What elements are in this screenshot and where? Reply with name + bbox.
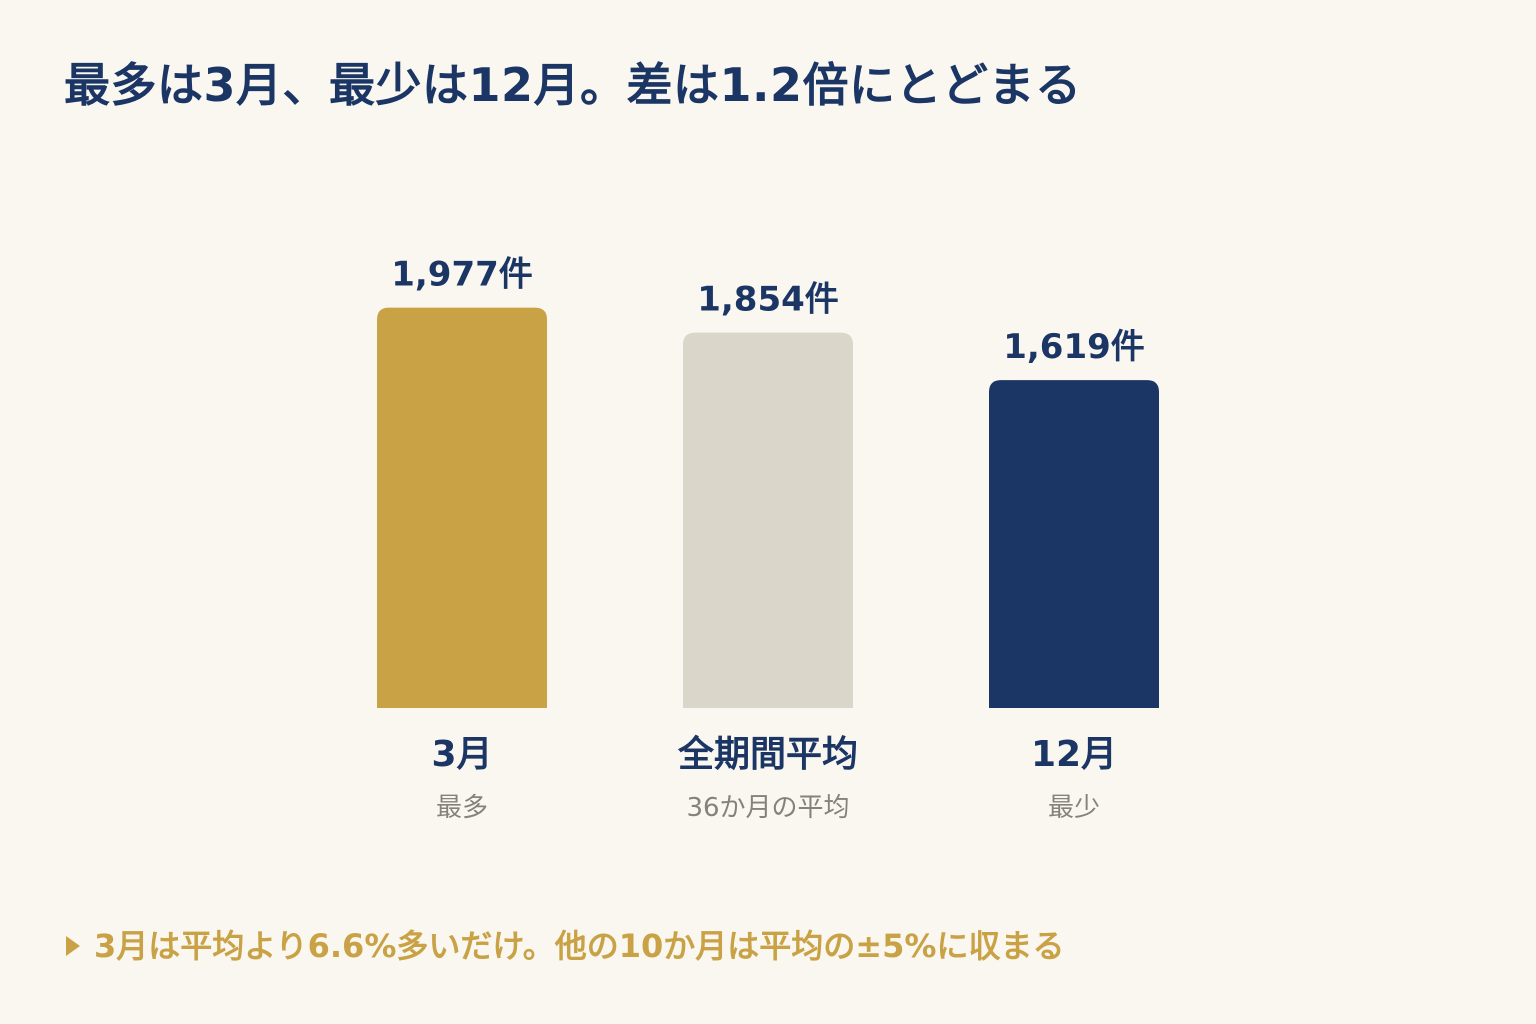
bar-0 <box>377 307 547 708</box>
category-label-0: 3月 <box>431 734 492 775</box>
value-label-2: 1,619件 <box>1003 327 1145 367</box>
category-sublabel-0: 最多 <box>436 793 488 823</box>
bar-1 <box>683 332 853 708</box>
chart-title: 最多は3月、最少は12月。差は1.2倍にとどまる <box>64 58 1082 112</box>
footnote: 3月は平均より6.6%多いだけ。他の10か月は平均の±5%に収まる <box>66 921 1064 967</box>
triangle-right-icon <box>66 936 80 956</box>
value-label-0: 1,977件 <box>391 255 533 295</box>
category-sublabel-2: 最少 <box>1048 793 1100 823</box>
category-label-1: 全期間平均 <box>677 733 858 775</box>
category-label-2: 12月 <box>1031 734 1117 775</box>
bar-2 <box>989 380 1159 708</box>
value-label-1: 1,854件 <box>697 280 839 320</box>
category-sublabel-1: 36か月の平均 <box>686 793 849 823</box>
footnote-text: 3月は平均より6.6%多いだけ。他の10か月は平均の±5%に収まる <box>94 927 1065 965</box>
